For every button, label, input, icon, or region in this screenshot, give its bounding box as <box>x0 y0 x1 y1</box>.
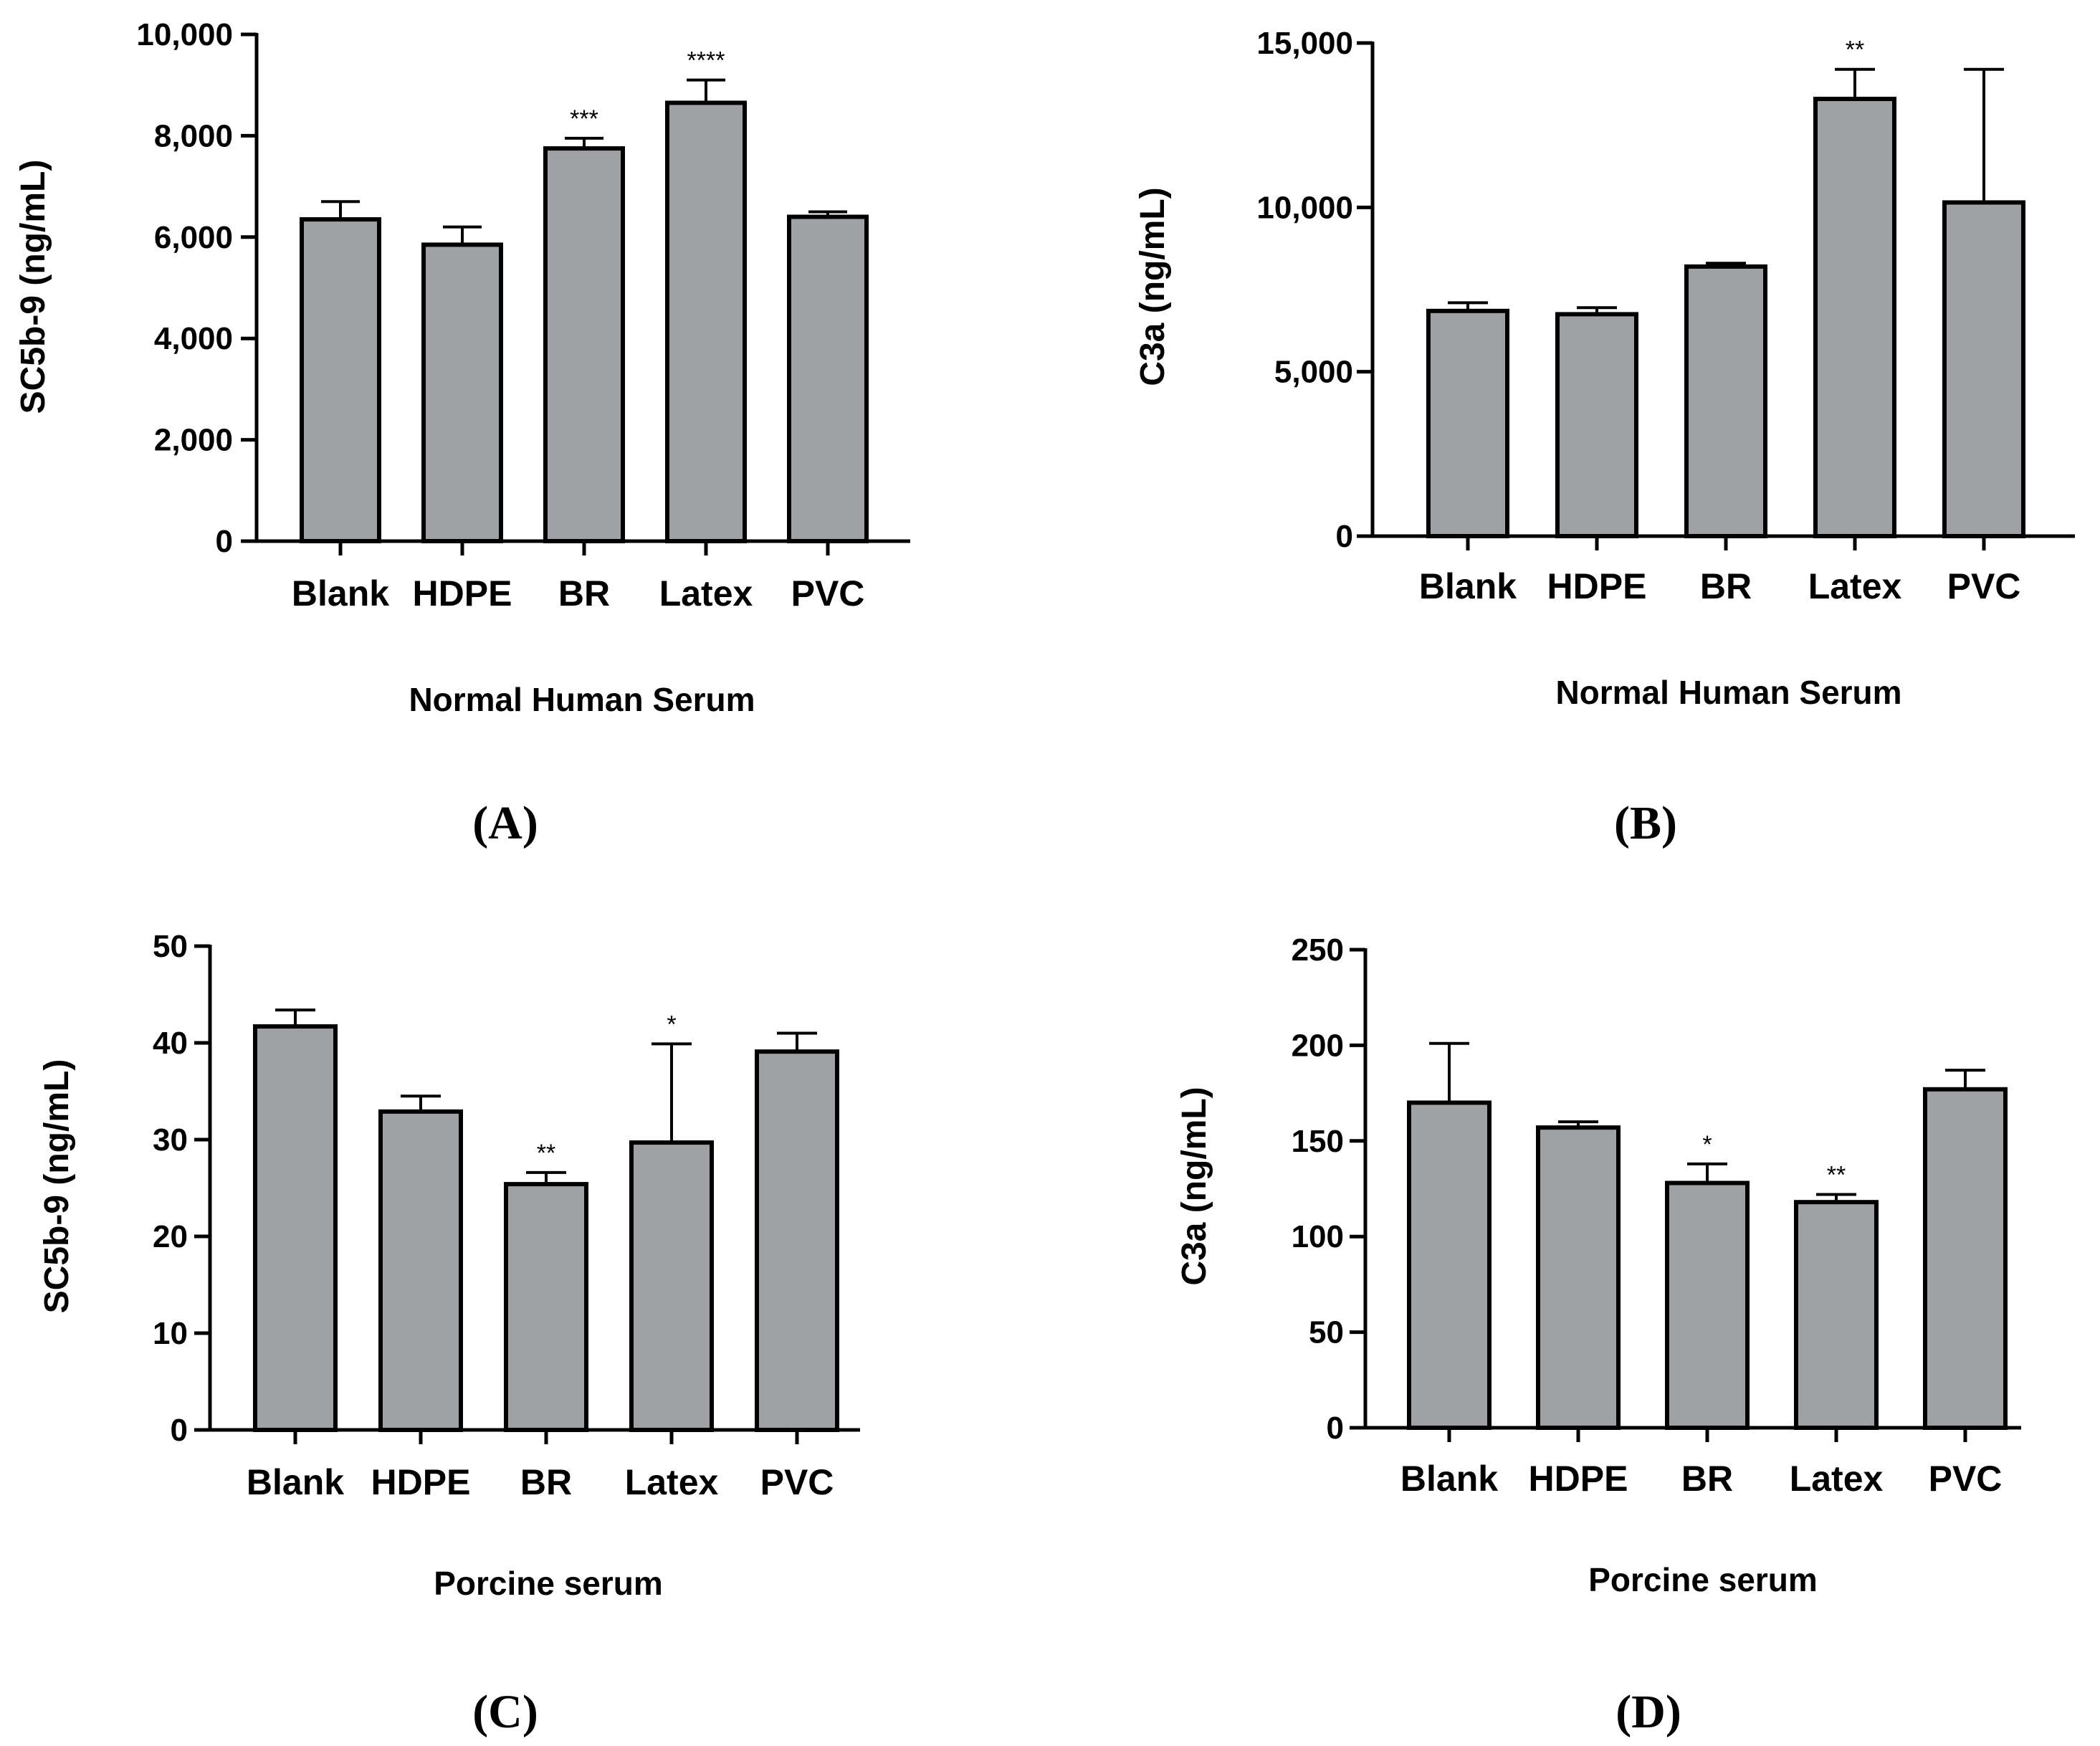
x-axis-title: Normal Human Serum <box>1555 674 1901 711</box>
significance-marker: * <box>1702 1131 1712 1158</box>
x-axis-title: Normal Human Serum <box>409 681 755 718</box>
y-tick-label: 250 <box>1292 932 1344 968</box>
x-category-label: Blank <box>292 573 389 614</box>
x-category-label: HDPE <box>371 1462 471 1502</box>
significance-marker: **** <box>687 47 725 75</box>
significance-marker: ** <box>1827 1162 1846 1189</box>
x-category-label: Blank <box>1400 1459 1498 1499</box>
x-category-label: PVC <box>791 573 865 614</box>
panel-label: (A) <box>472 797 538 849</box>
panel-label: (D) <box>1615 1686 1681 1738</box>
x-category-label: BR <box>1700 566 1752 606</box>
y-tick-label: 10,000 <box>136 17 233 52</box>
y-tick-label: 6,000 <box>154 220 233 255</box>
significance-marker: ** <box>537 1140 555 1167</box>
x-category-label: PVC <box>760 1462 834 1502</box>
x-category-label: HDPE <box>413 573 512 614</box>
y-axis-title: SC5b-9 (ng/mL) <box>38 1059 76 1314</box>
x-axis-title: Porcine serum <box>434 1565 663 1602</box>
x-category-label: BR <box>1681 1459 1733 1499</box>
bar <box>1942 200 2025 538</box>
bar <box>1407 1100 1492 1430</box>
y-tick-label: 0 <box>1327 1411 1344 1446</box>
panel-label: (C) <box>472 1686 538 1738</box>
y-tick-label: 4,000 <box>154 321 233 356</box>
y-tick-label: 200 <box>1292 1028 1344 1063</box>
y-tick-label: 40 <box>153 1026 188 1061</box>
bar <box>1794 1200 1879 1431</box>
y-tick-label: 2,000 <box>154 423 233 458</box>
bar <box>1684 264 1767 538</box>
bar <box>253 1024 338 1433</box>
x-category-label: Blank <box>247 1462 344 1502</box>
bar <box>1923 1087 2008 1431</box>
x-category-label: Blank <box>1419 566 1517 606</box>
bar <box>1665 1180 1750 1430</box>
bar <box>629 1140 714 1433</box>
bar <box>421 242 503 543</box>
y-tick-label: 10 <box>153 1316 188 1351</box>
bar <box>1555 312 1638 538</box>
chart-panel-c: 0 10 20 30 40 50 Blank HDPE BR ** Latex * PVC SC5b-9 … <box>38 929 860 1738</box>
y-tick-label: 30 <box>153 1122 188 1158</box>
bar <box>378 1109 463 1432</box>
bar <box>1426 308 1509 538</box>
y-tick-label: 0 <box>1336 519 1353 554</box>
y-tick-label: 8,000 <box>154 118 233 153</box>
bar <box>787 214 869 543</box>
y-tick-label: 50 <box>153 929 188 964</box>
panel-label: (B) <box>1614 797 1677 849</box>
x-category-label: Latex <box>1790 1459 1884 1499</box>
x-category-label: BR <box>520 1462 572 1502</box>
chart-panel-b: 0 5,000 10,000 15,000 Blank HDPE BR Latex ** PVC C… <box>1134 26 2075 849</box>
x-category-label: Latex <box>659 573 753 614</box>
significance-marker: ** <box>1846 37 1864 64</box>
significance-marker: * <box>667 1011 676 1038</box>
x-category-label: PVC <box>1947 566 2021 606</box>
chart-panel-d: 0 50 100 150 200 250 Blank HDPE BR * Latex ** PVC C3a… <box>1175 932 2021 1738</box>
bar <box>1536 1125 1621 1431</box>
bar <box>1813 96 1896 538</box>
y-tick-label: 0 <box>171 1413 188 1448</box>
bar <box>665 100 747 543</box>
x-category-label: HDPE <box>1529 1459 1628 1499</box>
y-axis-title: SC5b-9 (ng/mL) <box>14 160 52 414</box>
y-tick-label: 50 <box>1309 1315 1344 1350</box>
x-category-label: Latex <box>1808 566 1902 606</box>
x-category-label: PVC <box>1929 1459 2003 1499</box>
bar <box>543 146 625 543</box>
bar <box>504 1182 588 1432</box>
significance-marker: *** <box>570 105 598 133</box>
x-category-label: Latex <box>625 1462 719 1502</box>
x-category-label: BR <box>558 573 610 614</box>
y-axis-title: C3a (ng/mL) <box>1175 1087 1213 1285</box>
x-category-label: HDPE <box>1547 566 1647 606</box>
x-axis-title: Porcine serum <box>1588 1561 1818 1598</box>
y-tick-label: 100 <box>1292 1219 1344 1254</box>
y-tick-label: 20 <box>153 1219 188 1254</box>
y-tick-label: 0 <box>216 524 233 559</box>
chart-panel-a: 0 2,000 4,000 6,000 8,000 10,000 Blank HDPE BR **… <box>14 17 910 849</box>
bar <box>755 1049 839 1432</box>
y-tick-label: 15,000 <box>1256 26 1353 61</box>
y-tick-label: 5,000 <box>1274 355 1353 390</box>
y-tick-label: 150 <box>1292 1124 1344 1159</box>
y-axis-title: C3a (ng/mL) <box>1134 187 1172 386</box>
y-tick-label: 10,000 <box>1256 190 1353 225</box>
bar <box>300 217 381 543</box>
